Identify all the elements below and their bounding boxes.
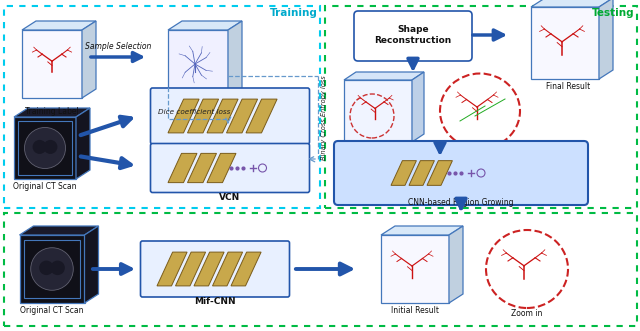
Text: Dice coefficient loss: Dice coefficient loss — [158, 109, 230, 115]
Text: Testing: Testing — [593, 8, 635, 18]
Polygon shape — [168, 99, 199, 133]
Polygon shape — [381, 226, 463, 235]
Polygon shape — [531, 7, 599, 79]
Polygon shape — [168, 153, 197, 183]
Polygon shape — [84, 226, 99, 303]
Polygon shape — [76, 108, 90, 179]
Polygon shape — [409, 161, 435, 185]
Ellipse shape — [486, 230, 568, 308]
Text: Small branches Label: Small branches Label — [161, 107, 236, 113]
Polygon shape — [14, 108, 90, 117]
Polygon shape — [227, 99, 258, 133]
Polygon shape — [449, 226, 463, 303]
Text: Original CT Scan: Original CT Scan — [20, 306, 84, 315]
Text: Training: Training — [270, 8, 318, 18]
Text: Zoom in: Zoom in — [464, 151, 496, 160]
Text: Binary Cross Entropy loss: Binary Cross Entropy loss — [321, 75, 327, 161]
Text: CNN-based Region Growing: CNN-based Region Growing — [408, 198, 514, 207]
Text: Sample Selection: Sample Selection — [85, 42, 151, 51]
Polygon shape — [22, 30, 82, 98]
Polygon shape — [246, 99, 277, 133]
Polygon shape — [14, 117, 76, 179]
Polygon shape — [19, 235, 84, 303]
Text: VCN: VCN — [449, 187, 470, 196]
Text: Mif-CNN: Mif-CNN — [194, 297, 236, 306]
Polygon shape — [188, 99, 219, 133]
Circle shape — [44, 140, 58, 154]
Text: VCN: VCN — [220, 193, 241, 202]
Polygon shape — [22, 21, 96, 30]
Ellipse shape — [440, 73, 520, 149]
Polygon shape — [157, 252, 187, 286]
Text: Initial Result: Initial Result — [391, 306, 439, 315]
Circle shape — [39, 260, 54, 275]
Polygon shape — [168, 21, 242, 30]
FancyBboxPatch shape — [354, 11, 472, 61]
Polygon shape — [412, 72, 424, 142]
Polygon shape — [599, 0, 613, 79]
Polygon shape — [24, 240, 80, 298]
Circle shape — [24, 127, 65, 168]
FancyBboxPatch shape — [375, 152, 519, 194]
Text: Final Result: Final Result — [546, 82, 590, 91]
FancyBboxPatch shape — [150, 88, 310, 144]
Polygon shape — [18, 121, 72, 175]
Polygon shape — [168, 30, 228, 98]
Text: Training Label: Training Label — [25, 107, 79, 116]
Text: Mif-CNN: Mif-CNN — [209, 145, 251, 154]
Circle shape — [31, 248, 73, 290]
Polygon shape — [381, 235, 449, 303]
Polygon shape — [207, 99, 238, 133]
FancyBboxPatch shape — [141, 241, 289, 297]
FancyBboxPatch shape — [334, 141, 588, 205]
Text: Original CT Scan: Original CT Scan — [13, 182, 77, 191]
FancyBboxPatch shape — [150, 144, 310, 193]
Polygon shape — [344, 72, 424, 80]
Polygon shape — [207, 153, 236, 183]
Text: VCN Result: VCN Result — [356, 145, 399, 154]
Circle shape — [33, 140, 47, 154]
Polygon shape — [19, 226, 99, 235]
Polygon shape — [212, 252, 243, 286]
Polygon shape — [344, 80, 412, 142]
Polygon shape — [194, 252, 224, 286]
Text: Zoom in: Zoom in — [511, 309, 543, 318]
Circle shape — [51, 260, 65, 275]
Text: Shape
Reconstruction: Shape Reconstruction — [374, 25, 452, 45]
Polygon shape — [427, 161, 452, 185]
Polygon shape — [82, 21, 96, 98]
Polygon shape — [231, 252, 261, 286]
Polygon shape — [531, 0, 613, 7]
Polygon shape — [391, 161, 417, 185]
Polygon shape — [228, 21, 242, 98]
Polygon shape — [188, 153, 216, 183]
Polygon shape — [175, 252, 205, 286]
